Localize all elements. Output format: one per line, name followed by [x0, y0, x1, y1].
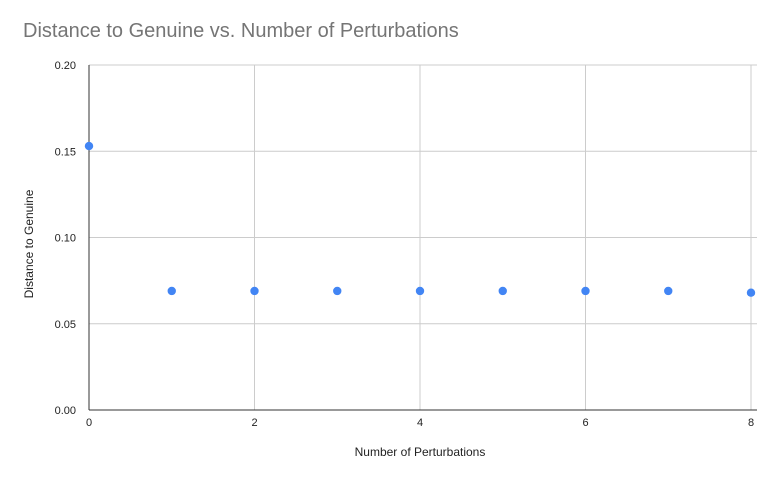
data-point: [84, 141, 94, 151]
data-point: [664, 286, 673, 296]
data-point: [250, 286, 259, 296]
data-point: [333, 286, 342, 296]
data-point: [415, 286, 425, 296]
x-tick-label: 8: [748, 417, 754, 429]
y-tick-label: 0.10: [55, 233, 76, 245]
y-tick-label: 0.05: [55, 319, 76, 331]
y-tick-label: 0.20: [55, 60, 76, 72]
data-point: [746, 288, 756, 297]
data-point: [167, 286, 176, 296]
grid-lines: [89, 64, 757, 410]
y-tick-label: 0.00: [55, 405, 76, 417]
x-tick-label: 2: [251, 417, 257, 429]
chart-title: Distance to Genuine vs. Number of Pertur…: [23, 20, 459, 42]
x-tick-label: 6: [582, 417, 588, 429]
axes: [88, 65, 757, 411]
y-axis-label: Distance to Genuine: [22, 189, 36, 298]
data-points: [84, 141, 756, 297]
x-axis-label: Number of Perturbations: [355, 445, 486, 459]
tick-labels: 0.00 0.05 0.10 0.15 0.20 0 2 4 6 8: [55, 60, 754, 429]
x-tick-label: 4: [417, 417, 423, 429]
data-point: [498, 286, 507, 296]
data-point: [581, 286, 590, 296]
y-tick-label: 0.15: [55, 146, 76, 158]
x-tick-label: 0: [86, 417, 92, 429]
